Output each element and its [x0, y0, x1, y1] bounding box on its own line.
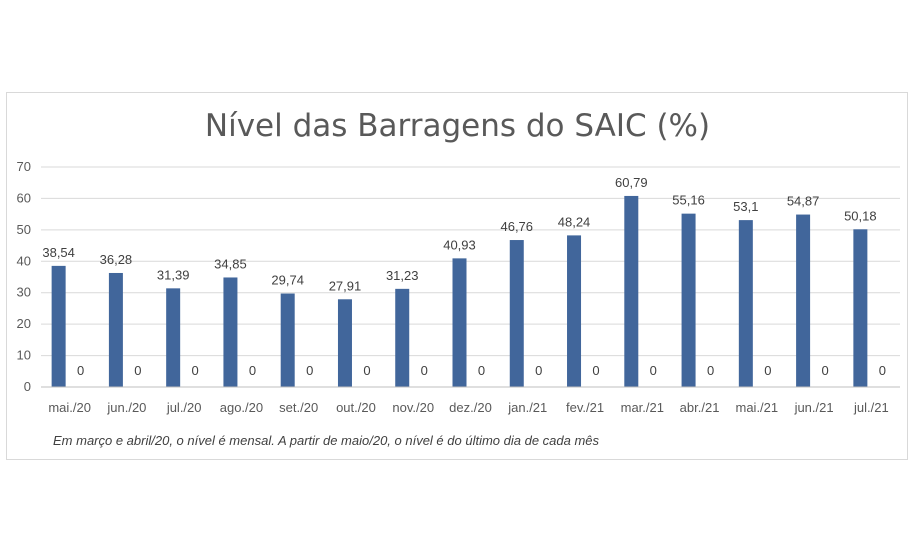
x-tick-label: jul./21 [853, 400, 889, 415]
x-tick-label: jul./20 [166, 400, 202, 415]
bar-value-label: 38,54 [42, 245, 75, 260]
bar-value-label: 55,16 [672, 193, 705, 208]
y-tick-label: 70 [17, 159, 31, 174]
x-tick-label: mar./21 [621, 400, 664, 415]
y-tick-label: 40 [17, 253, 31, 268]
zero-value-label: 0 [363, 363, 370, 378]
zero-value-label: 0 [592, 363, 599, 378]
zero-value-label: 0 [764, 363, 771, 378]
x-tick-label: out./20 [336, 400, 376, 415]
y-tick-label: 0 [24, 379, 31, 394]
y-tick-label: 30 [17, 285, 31, 300]
y-tick-label: 10 [17, 348, 31, 363]
zero-value-label: 0 [249, 363, 256, 378]
bar-abr./21 [681, 213, 696, 387]
bar-value-label: 40,93 [443, 237, 476, 252]
y-axis: 0 10 20 30 40 50 60 70 [17, 159, 31, 394]
x-tick-label: jun./20 [106, 400, 146, 415]
zero-value-label: 0 [478, 363, 485, 378]
x-tick-label: mai./20 [48, 400, 91, 415]
bar-value-label: 46,76 [500, 219, 533, 234]
x-tick-label: jun./21 [794, 400, 834, 415]
bar-dez./20 [452, 258, 467, 387]
zero-value-label: 0 [77, 363, 84, 378]
bar-jan./21 [509, 240, 524, 387]
x-tick-label: mai./21 [736, 400, 779, 415]
x-tick-label: ago./20 [220, 400, 263, 415]
bar-value-label: 27,91 [329, 278, 362, 293]
bar-out./20 [337, 299, 352, 387]
bar-value-label: 50,18 [844, 208, 877, 223]
bar-value-label: 29,74 [271, 273, 304, 288]
bar-value-label: 48,24 [558, 214, 591, 229]
bar-ago./20 [223, 277, 238, 387]
zero-value-label: 0 [535, 363, 542, 378]
zero-value-label: 0 [134, 363, 141, 378]
bar-jul./21 [853, 229, 868, 387]
x-tick-label: fev./21 [566, 400, 604, 415]
x-tick-label: set./20 [279, 400, 318, 415]
zero-value-label: 0 [421, 363, 428, 378]
bar-nov./20 [395, 288, 410, 387]
gridlines [41, 166, 900, 357]
bar-mai./21 [738, 220, 753, 387]
bar-value-label: 60,79 [615, 175, 648, 190]
bar-value-label: 34,85 [214, 256, 247, 271]
zero-value-label: 0 [879, 363, 886, 378]
zero-value-label: 0 [192, 363, 199, 378]
y-tick-label: 50 [17, 222, 31, 237]
bar-jun./21 [796, 214, 811, 387]
zero-value-label: 0 [707, 363, 714, 378]
x-tick-label: jan./21 [507, 400, 547, 415]
bar-value-label: 36,28 [100, 252, 133, 267]
bar-set./20 [280, 293, 295, 387]
data-labels: 38,54 0 36,28 0 31,39 0 34,85 0 29,74 0 27,91 0 31,2… [42, 175, 886, 378]
chart-footnote: Em março e abril/20, o nível é mensal. A… [53, 433, 600, 448]
zero-value-label: 0 [306, 363, 313, 378]
x-tick-label: nov./20 [392, 400, 434, 415]
zero-value-label: 0 [821, 363, 828, 378]
bar-fev./21 [567, 235, 582, 387]
zero-value-label: 0 [650, 363, 657, 378]
x-tick-label: dez./20 [449, 400, 492, 415]
x-tick-label: abr./21 [680, 400, 720, 415]
y-tick-label: 60 [17, 190, 31, 205]
bar-jul./20 [166, 288, 181, 387]
bars [51, 195, 868, 387]
bar-value-label: 31,39 [157, 267, 190, 282]
bar-value-label: 53,1 [733, 199, 758, 214]
chart-title: Nível das Barragens do SAIC (%) [204, 108, 711, 144]
bar-mar./21 [624, 195, 639, 387]
x-axis: mai./20 jun./20 jul./20 ago./20 set./20 out./… [41, 386, 900, 415]
y-tick-label: 20 [17, 316, 31, 331]
bar-mai./20 [51, 265, 66, 387]
bar-jun./20 [108, 272, 123, 387]
bar-value-label: 31,23 [386, 268, 419, 283]
bar-value-label: 54,87 [787, 194, 820, 209]
